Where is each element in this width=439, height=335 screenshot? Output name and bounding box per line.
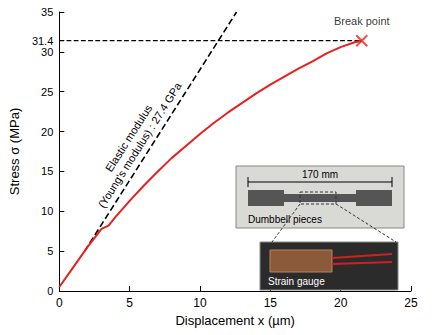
svg-text:15: 15 — [41, 165, 53, 177]
svg-text:Break point: Break point — [334, 15, 390, 27]
svg-text:0: 0 — [56, 296, 63, 310]
svg-text:25: 25 — [41, 86, 53, 98]
svg-text:Dumbbell pieces: Dumbbell pieces — [248, 214, 322, 225]
svg-text:(Young's modulus) : 27.4 GPa: (Young's modulus) : 27.4 GPa — [95, 80, 184, 210]
svg-text:35: 35 — [41, 6, 53, 18]
svg-text:20: 20 — [41, 126, 53, 138]
svg-text:5: 5 — [126, 296, 133, 310]
svg-text:15: 15 — [264, 296, 278, 310]
svg-text:170 mm: 170 mm — [302, 169, 338, 180]
svg-text:30: 30 — [41, 46, 53, 58]
svg-text:25: 25 — [404, 296, 418, 310]
svg-text:20: 20 — [334, 296, 348, 310]
svg-text:10: 10 — [41, 205, 53, 217]
svg-text:Displacement x (µm): Displacement x (µm) — [175, 313, 294, 328]
svg-text:Strain gauge: Strain gauge — [268, 276, 325, 287]
svg-text:Stress σ (MPa): Stress σ (MPa) — [7, 108, 22, 195]
svg-text:10: 10 — [193, 296, 207, 310]
svg-text:Elastic modulus: Elastic modulus — [102, 102, 155, 174]
svg-text:0: 0 — [47, 285, 53, 297]
svg-text:31.4: 31.4 — [32, 35, 53, 47]
svg-text:5: 5 — [47, 245, 53, 257]
